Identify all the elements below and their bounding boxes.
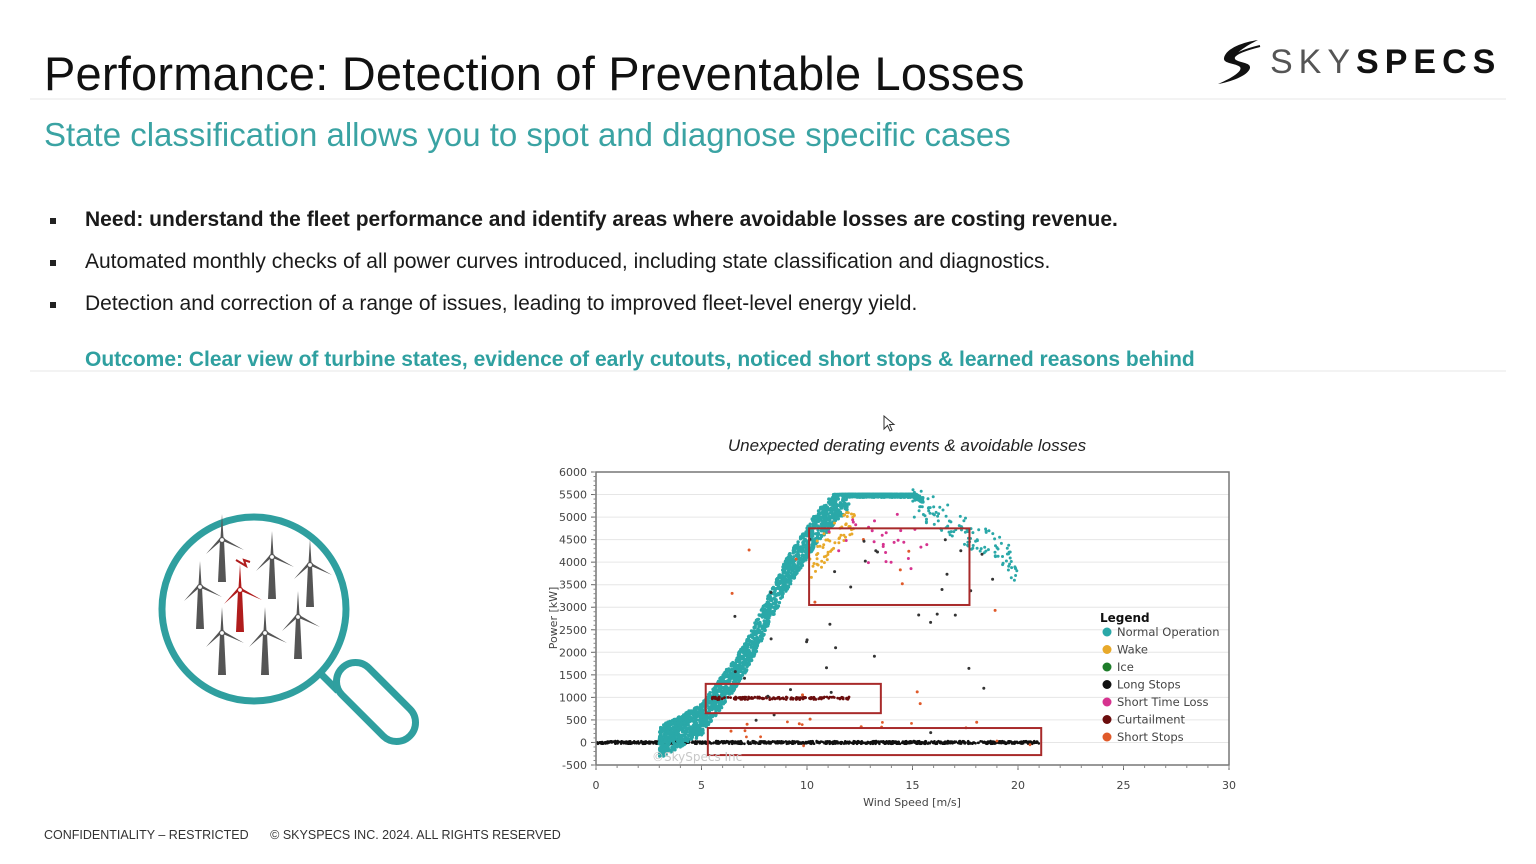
wind-turbine-group-icon bbox=[184, 514, 332, 675]
y-tick-label: 2000 bbox=[559, 646, 587, 659]
y-tick-label: 0 bbox=[580, 736, 587, 749]
logo-wordmark: SKYSPECS bbox=[1270, 43, 1501, 82]
y-tick-label: 3000 bbox=[559, 601, 587, 614]
footer: CONFIDENTIALITY – RESTRICTED © SKYSPECS … bbox=[44, 828, 561, 842]
copyright-notice: © SKYSPECS INC. 2024. ALL RIGHTS RESERVE… bbox=[270, 828, 561, 842]
y-tick-label: 1500 bbox=[559, 669, 587, 682]
y-tick-label: 5500 bbox=[559, 489, 587, 502]
wind-turbine-icon bbox=[294, 539, 332, 607]
logo-wordmark-bold: SPECS bbox=[1356, 42, 1502, 81]
wind-turbine-icon bbox=[184, 561, 222, 629]
chart-highlight-boxes bbox=[704, 527, 1043, 757]
highlight-box-curtailment-band bbox=[704, 682, 882, 715]
y-tick-label: 6000 bbox=[559, 466, 587, 479]
x-tick-label: 0 bbox=[593, 779, 600, 792]
y-tick-label: 1000 bbox=[559, 691, 587, 704]
x-tick-label: 10 bbox=[800, 779, 814, 792]
y-tick-label: 2500 bbox=[559, 624, 587, 637]
bullet-list: Need: understand the fleet performance a… bbox=[48, 204, 1118, 330]
y-tick-label: 4000 bbox=[559, 556, 587, 569]
chart-watermark: ©SkySpecs Inc bbox=[652, 750, 742, 764]
legend-item: Short Stops bbox=[1117, 730, 1184, 744]
y-tick-label: -500 bbox=[562, 759, 587, 772]
legend-item: Normal Operation bbox=[1117, 625, 1220, 639]
bullet-text: Need: understand the fleet performance a… bbox=[85, 208, 1118, 231]
x-tick-label: 5 bbox=[698, 779, 705, 792]
mouse-pointer-icon bbox=[883, 415, 896, 432]
x-axis-title: Wind Speed [m/s] bbox=[863, 796, 961, 809]
bullet-item: Detection and correction of a range of i… bbox=[48, 288, 1118, 330]
wind-turbine-icon bbox=[206, 514, 244, 582]
legend-marker-icon bbox=[1102, 732, 1112, 742]
magnifying-glass-icon bbox=[158, 513, 420, 746]
x-tick-label: 15 bbox=[906, 779, 920, 792]
y-tick-label: 5000 bbox=[559, 511, 587, 524]
legend-marker-icon bbox=[1102, 697, 1112, 707]
wind-turbine-icon bbox=[206, 607, 244, 675]
bullet-square-icon bbox=[50, 260, 56, 266]
faulty-turbine-icon bbox=[224, 558, 262, 632]
header-divider bbox=[30, 98, 1506, 100]
y-tick-label: 4500 bbox=[559, 534, 587, 547]
x-axis: 0 5 10 15 20 25 30 bbox=[593, 765, 1236, 792]
x-tick-label: 20 bbox=[1011, 779, 1025, 792]
wind-turbine-icon bbox=[249, 607, 287, 675]
legend-marker-icon bbox=[1102, 645, 1112, 654]
y-axis-title: Power [kW] bbox=[547, 587, 560, 650]
y-tick-label: 3500 bbox=[559, 579, 587, 592]
bullet-square-icon bbox=[50, 302, 56, 308]
legend-marker-icon bbox=[1102, 662, 1112, 672]
bullet-item: Automated monthly checks of all power cu… bbox=[48, 246, 1118, 288]
legend-item: Ice bbox=[1117, 660, 1134, 674]
legend-item: Long Stops bbox=[1117, 678, 1181, 692]
skyspecs-swoosh-icon bbox=[1218, 40, 1261, 84]
y-axis: 6000550050004500400035003000250020001500… bbox=[559, 466, 596, 772]
legend-item: Short Time Loss bbox=[1117, 695, 1209, 709]
magnifier-turbines-illustration bbox=[158, 513, 420, 746]
legend-item: Wake bbox=[1117, 643, 1148, 657]
confidentiality-notice: CONFIDENTIALITY – RESTRICTED bbox=[44, 828, 249, 842]
highlight-box-derated-high-wind bbox=[808, 527, 971, 606]
wind-turbine-icon bbox=[282, 591, 320, 659]
logo-wordmark-light: SKY bbox=[1270, 42, 1357, 81]
bullet-text: Automated monthly checks of all power cu… bbox=[85, 250, 1051, 273]
skyspecs-logo: SKYSPECS bbox=[1214, 36, 1501, 88]
outcome-statement: Outcome: Clear view of turbine states, e… bbox=[85, 348, 1195, 371]
x-tick-label: 30 bbox=[1222, 779, 1236, 792]
chart-title: Unexpected derating events & avoidable l… bbox=[727, 436, 1087, 455]
slide-subtitle: State classification allows you to spot … bbox=[44, 116, 1011, 153]
legend-title: Legend bbox=[1100, 611, 1150, 625]
legend-item: Curtailment bbox=[1117, 713, 1186, 727]
wind-turbine-icon bbox=[256, 531, 294, 599]
chart-data-points bbox=[595, 488, 1041, 758]
bullet-text: Detection and correction of a range of i… bbox=[85, 292, 918, 315]
legend-marker-icon bbox=[1102, 715, 1112, 724]
legend-marker-icon bbox=[1102, 627, 1112, 637]
highlight-box-short-stops-zero bbox=[706, 727, 1043, 757]
bullet-item: Need: understand the fleet performance a… bbox=[48, 204, 1118, 246]
chart-legend: Legend Normal Operation Wake Ice Long Stops… bbox=[1100, 611, 1220, 744]
slide-title: Performance: Detection of Preventable Lo… bbox=[44, 47, 1025, 100]
x-tick-label: 25 bbox=[1117, 779, 1131, 792]
legend-marker-icon bbox=[1102, 680, 1112, 689]
content-divider bbox=[30, 370, 1506, 372]
bullet-square-icon bbox=[50, 218, 56, 224]
y-tick-label: 500 bbox=[566, 714, 587, 727]
